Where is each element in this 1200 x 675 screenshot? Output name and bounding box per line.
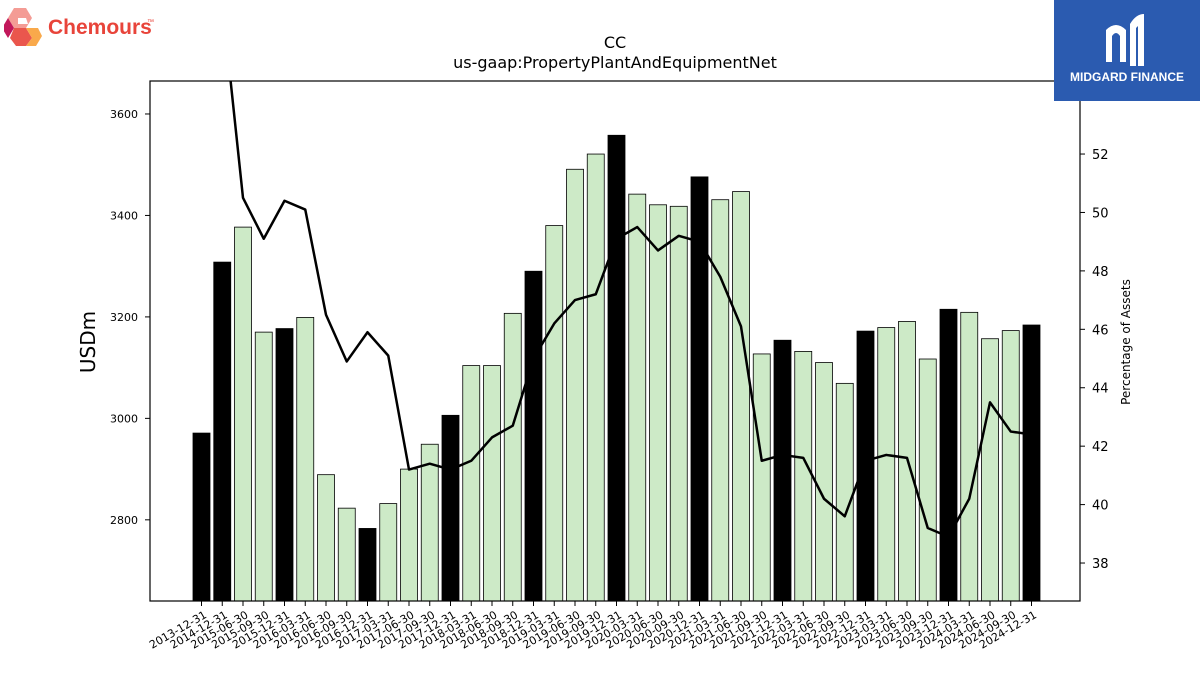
bar: [192, 432, 211, 602]
bar: [420, 443, 439, 602]
bar: [524, 270, 543, 602]
bar: [752, 353, 771, 602]
bar: [835, 382, 854, 602]
series-line: [229, 81, 1032, 538]
y-axis-label: USDm: [76, 311, 100, 373]
bar: [649, 204, 667, 602]
chart-subtitle: us-gaap:PropertyPlantAndEquipmentNet: [453, 53, 777, 72]
chemours-logo-mark: Chemours ™: [2, 8, 154, 46]
bar: [462, 365, 481, 602]
bar: [939, 308, 958, 602]
y2-axis-label: Percentage of Assets: [1119, 279, 1133, 405]
y2-tick-label: 52: [1092, 148, 1109, 163]
bar: [254, 331, 273, 602]
bar: [607, 134, 626, 602]
y2-tick-label: 48: [1092, 265, 1109, 280]
bar: [918, 358, 937, 602]
midgard-logo-mark: MIDGARD FINANCE: [1070, 14, 1184, 84]
bar: [960, 311, 979, 602]
bar: [628, 193, 647, 602]
plot-frame: [149, 80, 1081, 602]
bar: [981, 338, 999, 602]
bar: [586, 153, 605, 602]
chemours-logo-text: Chemours: [48, 16, 152, 39]
bars-layer: [192, 134, 1041, 602]
bar: [815, 362, 833, 602]
y-tick-label: 3600: [110, 108, 138, 121]
bar: [1022, 324, 1041, 602]
chemours-logo: Chemours ™: [2, 4, 164, 48]
y-tick-label: 3400: [110, 209, 138, 222]
y-tick-label: 3000: [110, 412, 138, 425]
bar: [234, 226, 252, 602]
bar: [213, 261, 232, 602]
y2-tick-label: 50: [1092, 206, 1109, 221]
bar: [337, 507, 356, 602]
bar: [358, 528, 377, 602]
bar: [877, 327, 896, 602]
bar: [773, 339, 792, 602]
bar: [483, 365, 501, 602]
bar: [545, 225, 564, 602]
bar: [669, 205, 688, 602]
bar: [296, 317, 315, 602]
bar: [1001, 330, 1020, 602]
y2-tick-label: 42: [1092, 440, 1109, 455]
y2-tick-label: 44: [1092, 382, 1109, 397]
chart-title: CC: [604, 33, 626, 52]
chemours-logo-tm: ™: [147, 19, 154, 26]
bar: [400, 468, 418, 602]
bar: [317, 474, 335, 602]
y-tick-label: 3200: [110, 311, 138, 324]
line-layer: [229, 81, 1032, 538]
axes-layer: 2800300032003400360038404244464850522013…: [110, 80, 1109, 652]
y2-tick-label: 40: [1092, 499, 1109, 514]
bar: [275, 328, 294, 602]
bar: [711, 199, 730, 602]
bar: [503, 312, 522, 602]
y2-tick-label: 38: [1092, 557, 1109, 572]
bar: [441, 414, 460, 602]
y-tick-label: 2800: [110, 514, 138, 527]
bar: [794, 350, 813, 602]
bar: [856, 330, 875, 602]
bar: [379, 503, 398, 602]
bar: [566, 168, 584, 602]
midgard-logo-text: MIDGARD FINANCE: [1070, 70, 1184, 84]
y2-tick-label: 46: [1092, 323, 1109, 338]
midgard-finance-logo: MIDGARD FINANCE: [1054, 0, 1200, 101]
bar: [732, 191, 750, 602]
